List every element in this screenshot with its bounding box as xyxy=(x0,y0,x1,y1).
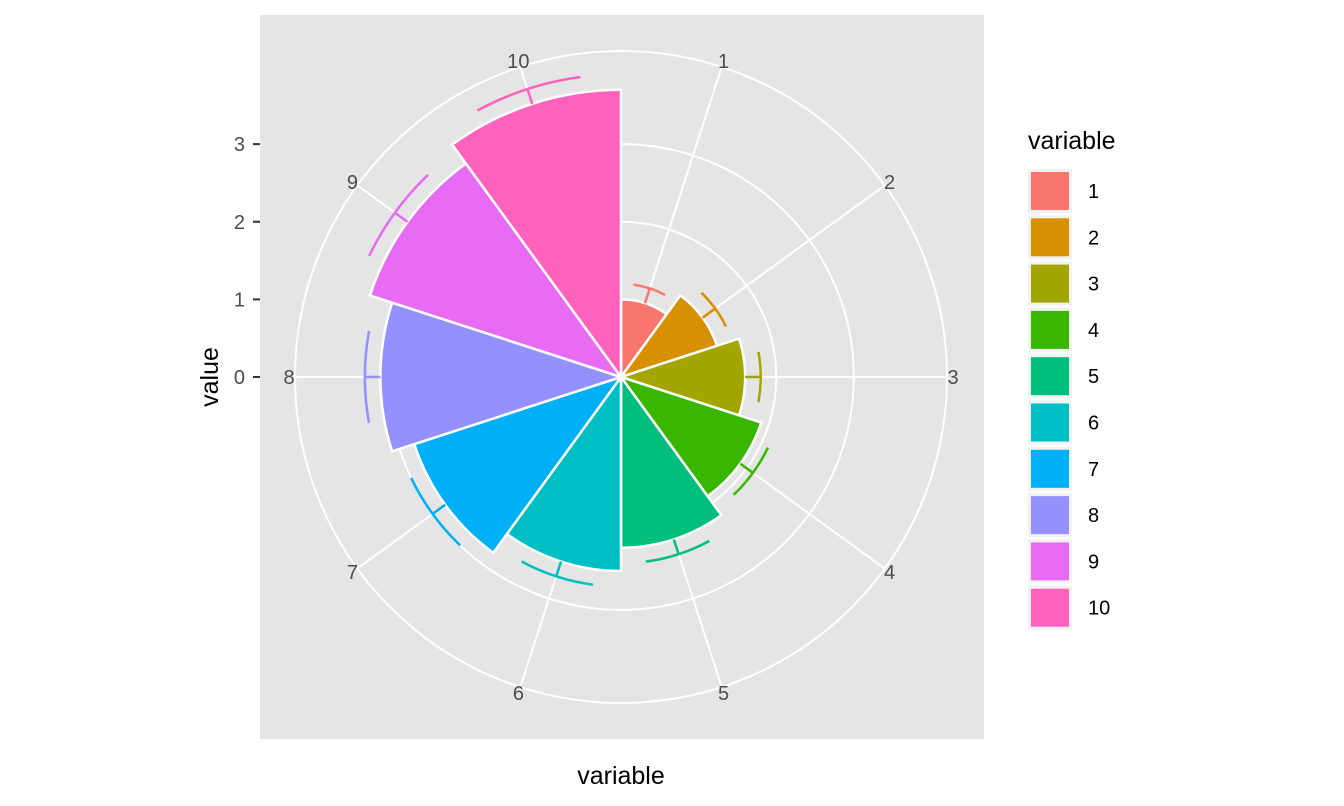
legend-label-4: 4 xyxy=(1088,320,1099,342)
legend: variable 1 2 3 4 5 6 7 8 9 10 xyxy=(1028,127,1116,630)
legend-swatch-4 xyxy=(1031,310,1069,349)
legend-swatch-10 xyxy=(1031,588,1069,627)
legend-label-6: 6 xyxy=(1088,413,1099,435)
y-axis: 0 1 2 3 xyxy=(234,134,260,389)
bar-3 xyxy=(616,337,747,417)
x-tick-label-2: 2 xyxy=(884,172,895,194)
x-tick-labels: 1 2 3 4 5 6 7 8 9 10 xyxy=(283,51,958,705)
bar-6 xyxy=(505,373,623,573)
bar-4 xyxy=(617,374,763,499)
legend-item-8: 8 xyxy=(1028,493,1099,538)
legend-item-5: 5 xyxy=(1028,354,1099,399)
legend-label-10: 10 xyxy=(1088,598,1110,620)
x-tick-label-7: 7 xyxy=(347,562,358,584)
x-tick-label-5: 5 xyxy=(718,683,729,705)
error-bar-2 xyxy=(700,291,728,328)
error-bar-9 xyxy=(368,174,429,257)
error-bar-8 xyxy=(363,330,381,424)
bar-5 xyxy=(619,373,724,550)
x-tick-label-1: 1 xyxy=(718,51,729,73)
legend-item-1: 1 xyxy=(1028,169,1099,213)
error-bar-4 xyxy=(732,447,770,496)
legend-label-7: 7 xyxy=(1088,459,1099,481)
legend-label-1: 1 xyxy=(1088,181,1099,203)
legend-swatch-6 xyxy=(1031,403,1069,442)
x-tick-label-6: 6 xyxy=(513,683,524,705)
legend-swatch-2 xyxy=(1031,218,1069,257)
legend-swatch-1 xyxy=(1031,172,1069,210)
legend-swatch-7 xyxy=(1031,449,1069,488)
error-bar-1 xyxy=(633,283,666,304)
x-tick-label-10: 10 xyxy=(507,51,529,73)
legend-swatch-8 xyxy=(1031,496,1069,535)
y-axis-title: value xyxy=(196,347,224,407)
x-tick-label-3: 3 xyxy=(947,367,958,389)
legend-label-8: 8 xyxy=(1088,505,1099,527)
bar-7 xyxy=(412,374,625,555)
y-tick-label-1: 1 xyxy=(234,289,245,311)
x-tick-label-4: 4 xyxy=(884,562,895,584)
y-tick-label-2: 2 xyxy=(234,212,245,234)
error-bar-7 xyxy=(410,477,462,547)
legend-swatch-9 xyxy=(1031,542,1069,581)
legend-label-5: 5 xyxy=(1088,366,1099,388)
legend-swatch-5 xyxy=(1031,357,1069,396)
legend-label-2: 2 xyxy=(1088,227,1099,249)
error-bar-3 xyxy=(745,351,762,403)
legend-item-7: 7 xyxy=(1028,446,1099,491)
legend-label-3: 3 xyxy=(1088,274,1099,296)
error-bars xyxy=(363,75,770,586)
legend-item-3: 3 xyxy=(1028,261,1099,306)
legend-item-2: 2 xyxy=(1028,215,1099,260)
error-bar-10 xyxy=(476,75,581,112)
bar-8 xyxy=(379,301,626,453)
y-tick-label-3: 3 xyxy=(234,134,245,156)
bar-10 xyxy=(450,88,623,381)
error-bar-5 xyxy=(645,539,710,563)
x-axis-title: variable xyxy=(577,762,665,790)
error-bar-6 xyxy=(521,560,594,586)
legend-title: variable xyxy=(1028,127,1116,155)
x-tick-label-8: 8 xyxy=(283,367,294,389)
y-tick-label-0: 0 xyxy=(234,367,245,389)
legend-item-6: 6 xyxy=(1028,400,1099,445)
legend-swatch-3 xyxy=(1031,264,1069,303)
legend-label-9: 9 xyxy=(1088,551,1099,573)
legend-item-10: 10 xyxy=(1028,585,1110,630)
legend-item-4: 4 xyxy=(1028,307,1099,352)
legend-item-9: 9 xyxy=(1028,539,1099,584)
bars xyxy=(368,88,763,573)
bar-9 xyxy=(368,161,625,380)
x-tick-label-9: 9 xyxy=(347,172,358,194)
